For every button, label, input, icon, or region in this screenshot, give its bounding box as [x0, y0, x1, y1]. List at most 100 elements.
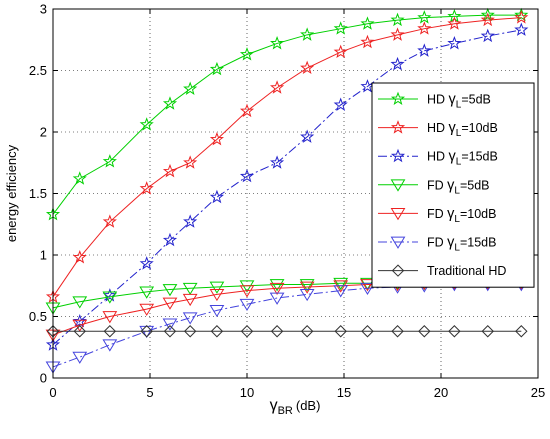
legend-label-suffix: =10dB — [460, 207, 497, 221]
data-point — [72, 296, 88, 309]
series-line — [52, 14, 522, 215]
data-point — [162, 297, 178, 310]
data-point — [209, 61, 224, 76]
x-tick-label: 0 — [49, 385, 56, 400]
x-tick-label: 10 — [240, 385, 254, 400]
legend-label: FD γL=15dB — [427, 235, 496, 254]
data-point — [163, 325, 177, 338]
legend-label-suffix: =15dB — [460, 236, 497, 250]
legend-marker — [390, 179, 406, 192]
data-point — [447, 36, 462, 50]
data-point — [162, 96, 178, 110]
legend-label-subscript: L — [456, 128, 462, 139]
data-point — [239, 103, 255, 118]
legend-label-subscript: L — [456, 100, 462, 111]
legend-label-suffix: =5dB — [461, 93, 491, 107]
legend-label-suffix: =15dB — [461, 150, 498, 164]
data-point — [209, 189, 224, 204]
data-point — [182, 282, 198, 296]
y-tick-label: 0.5 — [29, 309, 47, 324]
y-tick-label: 1 — [40, 248, 47, 263]
data-point — [162, 284, 178, 297]
legend-entry: Traditional HD — [378, 264, 506, 278]
y-tick-label: 0 — [40, 371, 47, 386]
data-point — [183, 81, 198, 95]
data-point — [270, 155, 285, 169]
data-point — [209, 131, 224, 146]
data-point — [333, 285, 349, 298]
legend-label-subscript: L — [454, 185, 460, 196]
data-point — [102, 311, 118, 324]
data-point — [239, 298, 255, 312]
data-point — [514, 10, 529, 24]
data-point — [140, 325, 153, 338]
data-point — [300, 60, 315, 75]
legend-box — [371, 82, 535, 288]
legend-label-subscript: L — [454, 214, 460, 225]
legend-marker — [390, 148, 406, 163]
data-point — [333, 97, 348, 111]
legend-label-prefix: FD — [427, 207, 447, 221]
data-point — [390, 56, 405, 71]
legend-entry: HD γL=5dB — [378, 92, 491, 111]
legend-marker — [391, 264, 405, 277]
data-point — [183, 325, 197, 338]
data-point — [209, 304, 225, 318]
data-point — [102, 154, 117, 168]
data-point — [481, 325, 494, 338]
data-point — [390, 12, 405, 27]
data-point — [270, 325, 284, 338]
data-point — [162, 163, 178, 178]
data-point — [299, 281, 315, 294]
data-point — [182, 312, 198, 325]
data-point — [139, 286, 155, 299]
data-point — [183, 214, 198, 228]
x-axis-label-subscript: BR — [278, 405, 293, 417]
legend-label: HD γL=10dB — [427, 120, 498, 139]
data-point — [239, 285, 255, 298]
data-point — [515, 325, 528, 338]
data-point — [300, 325, 314, 338]
data-point — [139, 303, 155, 316]
data-point — [333, 277, 349, 291]
legend-label-prefix: FD — [427, 236, 447, 250]
legend-label-suffix: =10dB — [461, 121, 498, 135]
data-point — [270, 36, 285, 50]
data-point — [514, 22, 529, 36]
data-point — [418, 325, 431, 338]
data-point — [239, 168, 255, 183]
data-point — [360, 279, 375, 292]
x-axis-label: γBR (dB) — [270, 397, 321, 417]
axes: 0 5 10 15 20 25 0 0.5 1 1.5 2 2.5 3 — [29, 2, 545, 401]
series-line — [52, 17, 522, 298]
legend-label-prefix: FD — [427, 178, 447, 192]
data-point — [361, 325, 374, 338]
data-point — [269, 282, 285, 296]
data-point — [102, 214, 117, 228]
legend-label: FD γL=5dB — [427, 177, 490, 196]
x-tick-label: 20 — [434, 385, 448, 400]
data-point — [417, 10, 432, 24]
data-point — [333, 21, 348, 35]
x-tick-label: 15 — [337, 385, 351, 400]
legend-entry: HD γL=10dB — [378, 120, 498, 139]
series-line — [52, 29, 522, 346]
data-point — [73, 325, 86, 338]
legend-label-symbol: γ — [449, 120, 457, 136]
legend-label: HD γL=15dB — [427, 149, 498, 168]
data-point — [72, 250, 87, 264]
data-point — [300, 129, 315, 143]
data-point — [300, 27, 315, 41]
series-1 — [45, 7, 529, 221]
data-point — [72, 313, 87, 328]
legend-label: Traditional HD — [427, 264, 506, 278]
x-tick-label: 5 — [146, 385, 153, 400]
legend-label-symbol: γ — [449, 149, 457, 165]
data-point — [72, 171, 87, 185]
data-point — [448, 325, 461, 338]
legend-label-prefix: HD — [427, 150, 449, 164]
legend-label-subscript: L — [454, 243, 460, 254]
data-point — [162, 232, 178, 247]
data-point — [182, 293, 198, 307]
